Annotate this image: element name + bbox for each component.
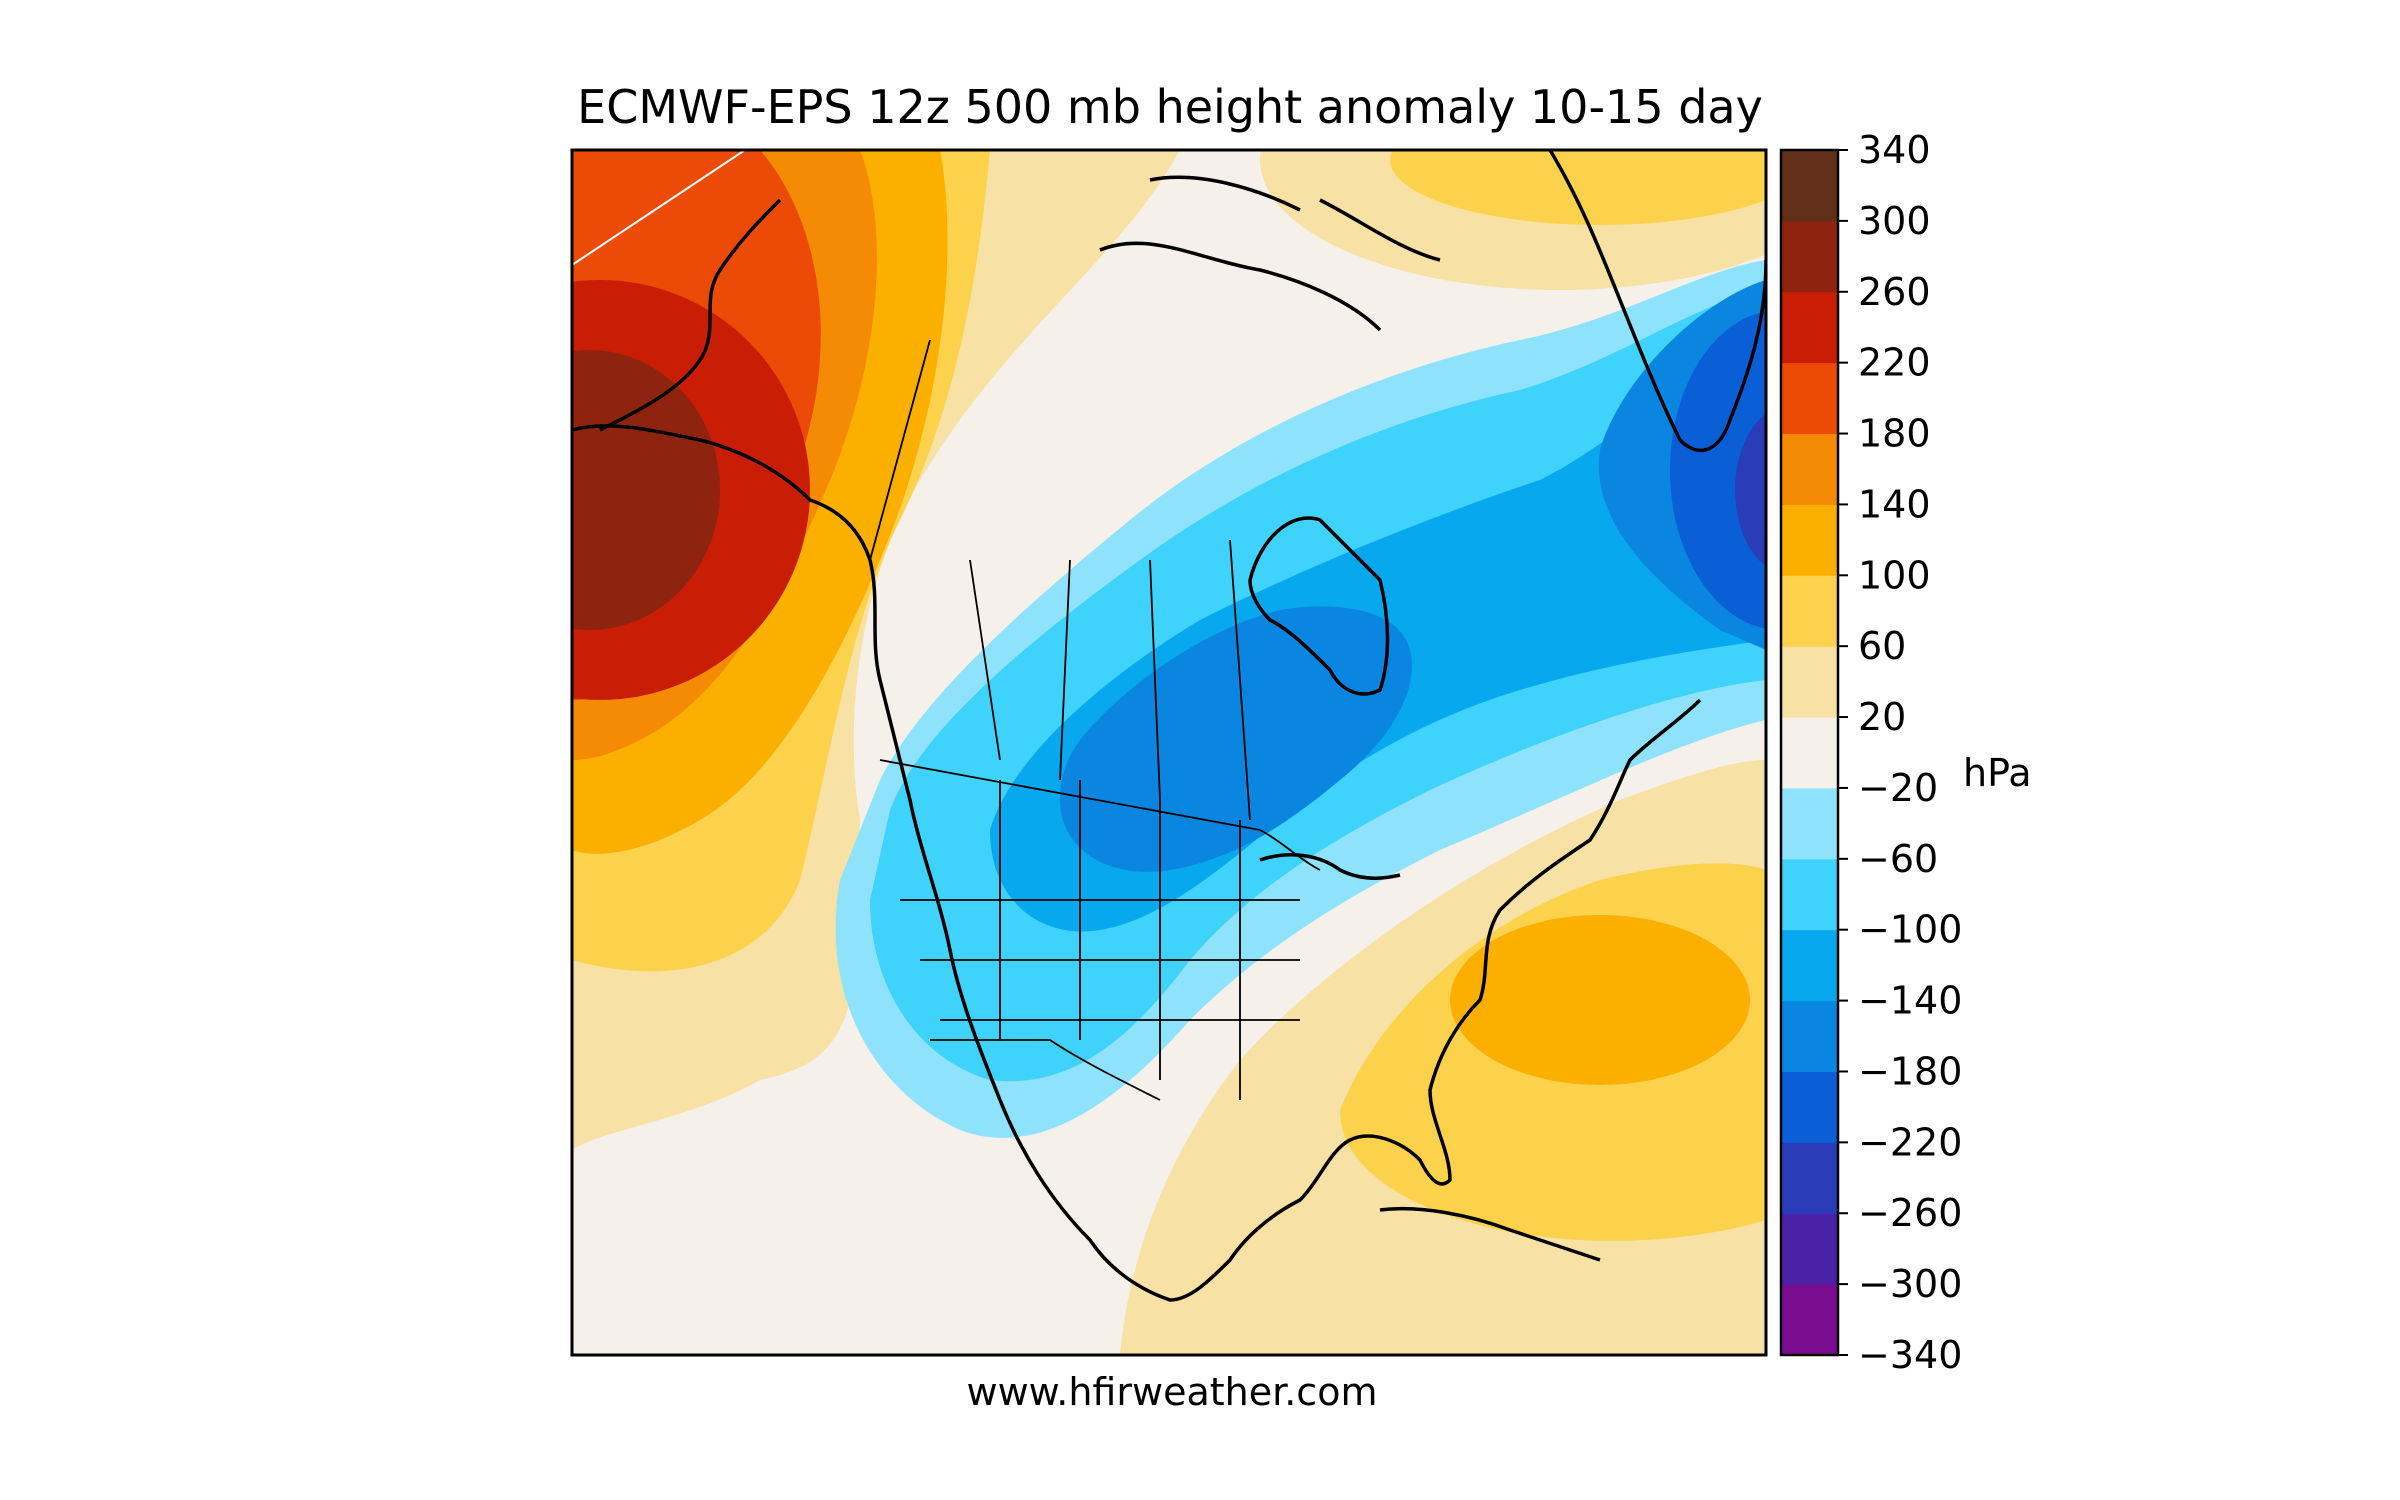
colorbar-frame <box>1779 148 1840 1357</box>
coast-cuba <box>1379 1206 1601 1262</box>
colorbar-tick-label: −60 <box>1858 837 1938 881</box>
political-borders <box>869 339 1321 1101</box>
border-us-canada <box>879 759 1321 871</box>
colorbar-tick-label: 340 <box>1858 128 1931 172</box>
colorbar-tick-label: −140 <box>1858 979 1962 1023</box>
colorbar-band <box>1781 291 1838 364</box>
colorbar-band <box>1781 1142 1838 1214</box>
colorbar-tick-label: 220 <box>1858 341 1931 385</box>
coast-arctic-islands <box>1099 175 1441 332</box>
anomaly-field <box>572 150 1766 1355</box>
colorbar-tick-label: −180 <box>1858 1049 1962 1093</box>
colorbar-band <box>1781 220 1838 293</box>
coast-hudson-bay <box>1248 516 1390 696</box>
coast-greenland <box>1548 150 1766 452</box>
colorbar-band <box>1781 858 1838 931</box>
border-us-mexico <box>930 1039 1161 1101</box>
border-us-states <box>900 780 1300 1100</box>
anomaly-atlantic-100 <box>1450 915 1750 1085</box>
colorbar-tick-label: −100 <box>1858 908 1962 952</box>
anomaly-trough-220-east <box>1735 413 1766 567</box>
map-frame <box>570 148 1768 1357</box>
colorbar-band <box>1781 717 1838 789</box>
colorbar-band <box>1781 1284 1838 1356</box>
colorbar-tick-label: 100 <box>1858 553 1931 597</box>
colorbar: −340 −300 −260 −220 −180 −140 −100 −60 −20 20 60 10… <box>1779 128 1962 1377</box>
map-panel[interactable] <box>390 30 1890 1355</box>
colorbar-band <box>1781 1213 1838 1285</box>
colorbar-band <box>1781 1000 1838 1072</box>
colorbar-band <box>1781 504 1838 576</box>
colorbar-tick-label: 300 <box>1858 199 1931 243</box>
colorbar-tick-label: −260 <box>1858 1191 1962 1235</box>
colorbar-tick-label: −340 <box>1858 1333 1962 1377</box>
coastlines <box>572 150 1766 1302</box>
anomaly-trough-140 <box>1060 606 1412 872</box>
anomaly-ridge-alaska-260 <box>572 350 720 630</box>
colorbar-band <box>1781 1071 1838 1143</box>
colorbar-tick-label: −300 <box>1858 1262 1962 1306</box>
colorbar-band <box>1781 787 1838 860</box>
coast-north-america <box>572 424 1702 1302</box>
colorbar-tick-label: 60 <box>1858 624 1906 668</box>
colorbar-tick-label: −20 <box>1858 766 1938 810</box>
border-canadian-provinces <box>969 539 1251 821</box>
colorbar-tick-label: 260 <box>1858 270 1931 314</box>
colorbar-band <box>1781 575 1838 647</box>
colorbar-band <box>1781 646 1838 718</box>
colorbar-band <box>1781 929 1838 1002</box>
map-title: ECMWF-EPS 12z 500 mb height anomaly 10-1… <box>577 80 1763 134</box>
colorbar-tick-label: 140 <box>1858 482 1931 526</box>
colorbar-band <box>1781 362 1838 435</box>
colorbar-tick-label: 180 <box>1858 412 1931 456</box>
colorbar-band <box>1781 150 1838 222</box>
coast-alaska-coast <box>599 198 782 432</box>
colorbar-tick-label: 20 <box>1858 695 1906 739</box>
colorbar-band <box>1781 433 1838 505</box>
colorbar-unit-label: hPa <box>1963 751 2032 795</box>
coast-great-lakes <box>1259 853 1401 881</box>
colorbar-tick-label: −220 <box>1858 1120 1962 1164</box>
map-grid-line <box>572 150 746 266</box>
border-alaska-canada <box>869 339 931 561</box>
anomaly-greenland-60 <box>1390 150 1766 225</box>
map-footer-credit: www.hfirweather.com <box>966 1370 1378 1414</box>
